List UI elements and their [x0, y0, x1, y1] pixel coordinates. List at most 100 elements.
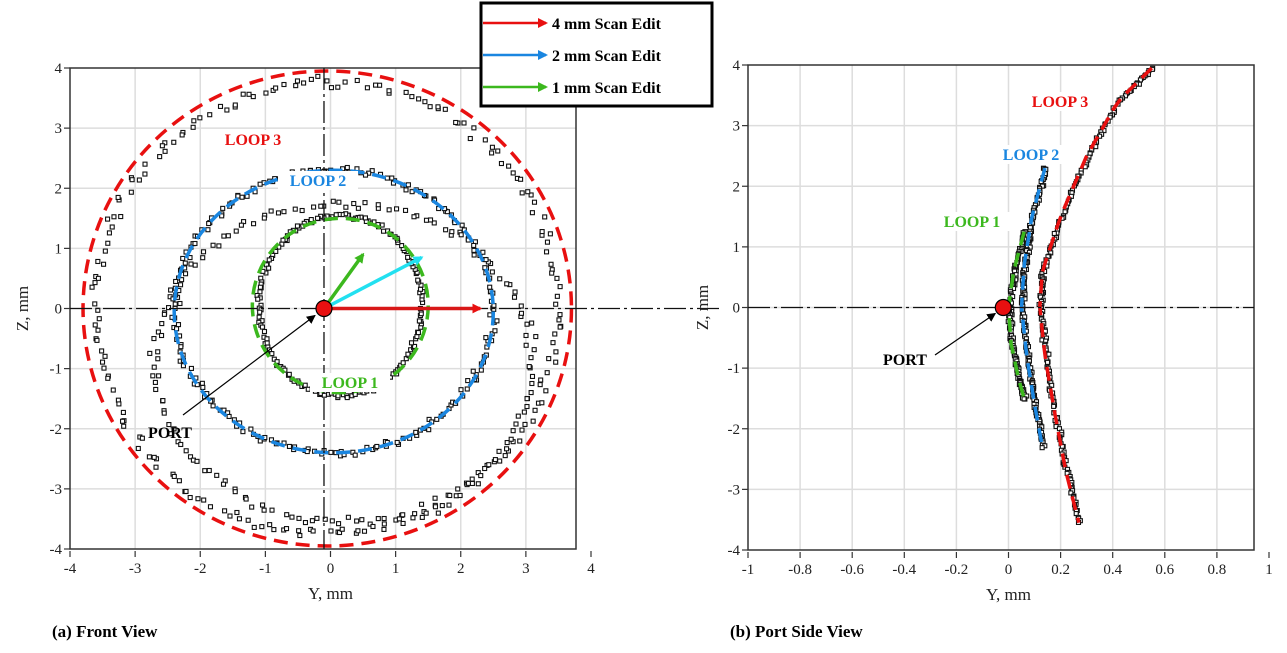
front-data-point [343, 204, 349, 210]
front-data-point [299, 207, 305, 214]
front-data-point [92, 280, 98, 286]
front-data-point [471, 252, 477, 258]
front-data-point [156, 373, 162, 379]
side-loop-label-1: LOOP 1 [944, 214, 1000, 231]
side-y-tick-label: -2 [728, 422, 741, 438]
front-data-point [400, 520, 406, 527]
side-loop-label-bg [934, 212, 1010, 231]
front-data-point [200, 249, 207, 255]
legend-label-3: 1 mm Scan Edit [552, 80, 662, 97]
front-data-point [335, 393, 341, 399]
front-data-point [257, 181, 263, 187]
front-data-point [344, 395, 350, 401]
front-data-point [168, 287, 174, 293]
front-data-point [432, 504, 439, 510]
front-data-point [364, 85, 370, 91]
front-data-point [187, 454, 194, 460]
front-data-point [111, 214, 117, 220]
front-data-point [417, 286, 424, 292]
legend: 4 mm Scan Edit 2 mm Scan Edit 1 mm Scan Ed… [479, 1, 714, 108]
front-data-point [266, 265, 272, 271]
front-data-point [394, 439, 400, 446]
front-data-point [375, 202, 381, 208]
front-data-point [178, 344, 184, 350]
front-data-point [403, 187, 409, 193]
front-data-point [102, 353, 108, 359]
front-x-tick-label: -3 [129, 561, 142, 577]
front-data-point [529, 320, 535, 326]
front-data-point [457, 492, 463, 499]
side-x-tick-label: -0.6 [840, 562, 864, 578]
front-data-point [414, 334, 420, 340]
front-data-point [328, 449, 334, 455]
front-data-point [109, 224, 115, 230]
front-data-point [235, 193, 241, 199]
front-data-point [147, 350, 153, 356]
front-data-point [449, 229, 455, 235]
front-data-point [236, 516, 243, 522]
front-data-point [543, 388, 549, 394]
front-data-point [110, 387, 116, 393]
front-data-point [518, 176, 524, 182]
front-data-point [418, 501, 425, 507]
front-data-point [402, 207, 409, 213]
front-data-point [523, 342, 529, 348]
front-data-point [160, 398, 166, 404]
side-data-point [1027, 244, 1033, 250]
front-data-point [529, 210, 535, 216]
front-data-point [389, 175, 395, 181]
front-data-point [531, 199, 538, 205]
front-data-point [423, 217, 430, 223]
front-data-point [498, 160, 504, 167]
side-view-panel: -1 -0.8 -0.6 -0.4 -0.2 0 0.2 0.4 0.6 0.8 143210-1-… [693, 58, 1273, 641]
front-data-point [240, 91, 246, 97]
front-data-point [422, 99, 428, 105]
side-loop-fits [1006, 66, 1154, 524]
side-data-point [1051, 230, 1057, 237]
front-data-point [522, 421, 528, 427]
front-data-point [386, 88, 392, 94]
front-data-point [266, 257, 272, 263]
side-loop-fit-3 [1038, 66, 1154, 524]
side-x-tick-label: 0 [1005, 562, 1013, 578]
front-data-point [528, 192, 534, 198]
front-data-point [155, 349, 161, 355]
front-loop-label-bg [278, 171, 358, 190]
front-data-point [89, 284, 95, 290]
front-data-point [188, 261, 194, 267]
front-data-point [171, 426, 177, 432]
front-data-point [269, 507, 275, 513]
front-data-point [162, 148, 168, 154]
front-data-point [269, 351, 275, 357]
front-data-point [161, 311, 167, 317]
front-data-point [413, 429, 419, 435]
front-data-point [355, 205, 361, 211]
front-data-point [200, 255, 206, 261]
front-data-point [214, 472, 220, 478]
front-data-point [351, 200, 357, 207]
front-data-point [352, 452, 358, 458]
front-data-point [345, 514, 351, 520]
front-data-point [232, 102, 238, 108]
front-data-point [556, 317, 562, 323]
front-data-point [206, 467, 212, 474]
front-data-point [166, 422, 172, 428]
front-data-point [308, 76, 314, 82]
front-data-point [342, 79, 348, 85]
front-data-point [220, 205, 226, 211]
front-data-point [234, 509, 240, 516]
front-data-point [294, 78, 301, 84]
front-data-point [550, 340, 556, 346]
front-data-point [538, 377, 544, 383]
front-x-tick-label: 1 [392, 561, 400, 577]
front-data-point [279, 241, 285, 247]
front-loop-fit-1 [250, 216, 430, 395]
front-data-point [403, 89, 409, 95]
front-data-point [179, 277, 185, 283]
front-data-point [249, 504, 255, 510]
front-data-point [544, 239, 551, 245]
front-data-point [453, 119, 459, 126]
side-loop-fit-1 [1006, 231, 1026, 399]
front-data-point [518, 303, 524, 309]
front-data-point [336, 199, 342, 205]
